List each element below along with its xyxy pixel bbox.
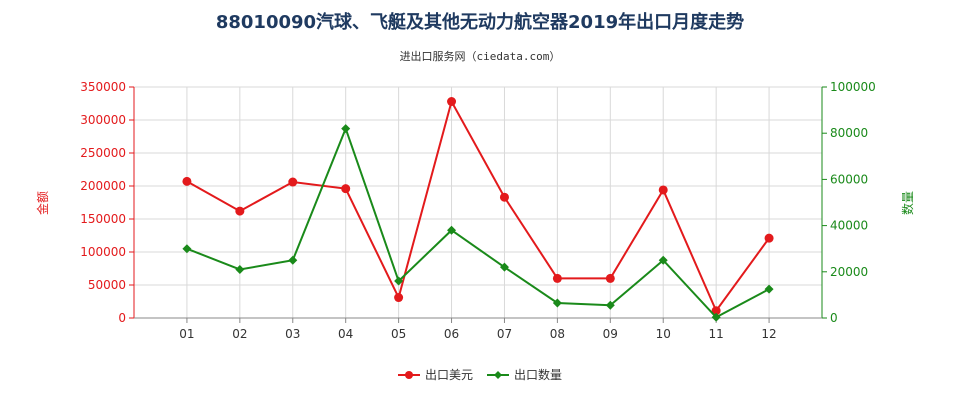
x-tick-label: 01 — [179, 327, 194, 341]
y-right-tick-label: 60000 — [830, 172, 868, 186]
data-point-quantity[interactable] — [552, 298, 562, 308]
y-left-tick-label: 50000 — [88, 278, 126, 292]
data-point-quantity[interactable] — [235, 264, 245, 274]
data-point-quantity[interactable] — [394, 276, 404, 286]
y-left-tick-label: 0 — [118, 311, 126, 325]
data-point-usd[interactable] — [711, 306, 721, 316]
series-line — [186, 98, 770, 313]
data-point-quantity[interactable] — [341, 124, 351, 134]
data-point-usd[interactable] — [499, 192, 509, 202]
legend-swatch-marker[interactable] — [405, 371, 413, 379]
chart-title: 88010090汽球、飞艇及其他无动力航空器2019年出口月度走势 — [215, 12, 745, 33]
data-point-usd[interactable] — [288, 177, 298, 187]
y-left-tick-label: 300000 — [80, 113, 126, 127]
y-left-axis-title: 金额 — [35, 191, 50, 215]
data-point-quantity[interactable] — [658, 255, 668, 265]
y-right-tick-label: 40000 — [830, 219, 868, 233]
x-tick-label: 11 — [709, 327, 724, 341]
x-tick-label: 09 — [603, 327, 618, 341]
data-point-usd[interactable] — [605, 273, 615, 283]
x-tick-label: 12 — [761, 327, 776, 341]
y-right-tick-label: 0 — [830, 311, 838, 325]
data-point-usd[interactable] — [658, 185, 668, 195]
data-point-usd[interactable] — [447, 97, 457, 107]
y-left-tick-label: 350000 — [80, 80, 126, 94]
data-point-quantity[interactable] — [288, 255, 298, 265]
y-left-tick-label: 100000 — [80, 245, 126, 259]
data-point-usd[interactable] — [341, 184, 351, 194]
x-tick-label: 10 — [656, 327, 671, 341]
data-point-usd[interactable] — [235, 206, 245, 216]
data-point-quantity[interactable] — [711, 312, 721, 322]
data-point-usd[interactable] — [182, 176, 192, 186]
x-tick-label: 02 — [232, 327, 247, 341]
x-tick-label: 08 — [550, 327, 565, 341]
data-point-usd[interactable] — [764, 233, 774, 243]
legend-swatch-marker[interactable] — [494, 371, 502, 379]
legend-label[interactable]: 出口数量 — [514, 367, 562, 382]
legend-label[interactable]: 出口美元 — [425, 368, 473, 382]
y-right-tick-label: 20000 — [830, 265, 868, 279]
data-point-quantity[interactable] — [499, 262, 509, 272]
y-left-tick-label: 250000 — [80, 146, 126, 160]
y-left-tick-label: 150000 — [80, 212, 126, 226]
y-right-tick-label: 100000 — [830, 80, 876, 94]
chart-subtitle: 进出口服务网（ciedata.com） — [399, 50, 561, 63]
data-point-quantity[interactable] — [447, 225, 457, 235]
data-point-quantity[interactable] — [182, 244, 192, 254]
x-tick-label: 03 — [285, 327, 300, 341]
y-right-axis-title: 数量 — [900, 191, 915, 215]
x-tick-label: 04 — [338, 327, 353, 341]
series-line — [186, 125, 770, 319]
data-point-quantity[interactable] — [764, 284, 774, 294]
data-point-usd[interactable] — [552, 273, 562, 283]
x-tick-label: 05 — [391, 327, 406, 341]
x-tick-label: 07 — [497, 327, 512, 341]
y-right-tick-label: 80000 — [830, 126, 868, 140]
x-tick-label: 06 — [444, 327, 459, 341]
y-left-tick-label: 200000 — [80, 179, 126, 193]
data-point-quantity[interactable] — [605, 300, 615, 310]
data-point-usd[interactable] — [394, 293, 404, 303]
